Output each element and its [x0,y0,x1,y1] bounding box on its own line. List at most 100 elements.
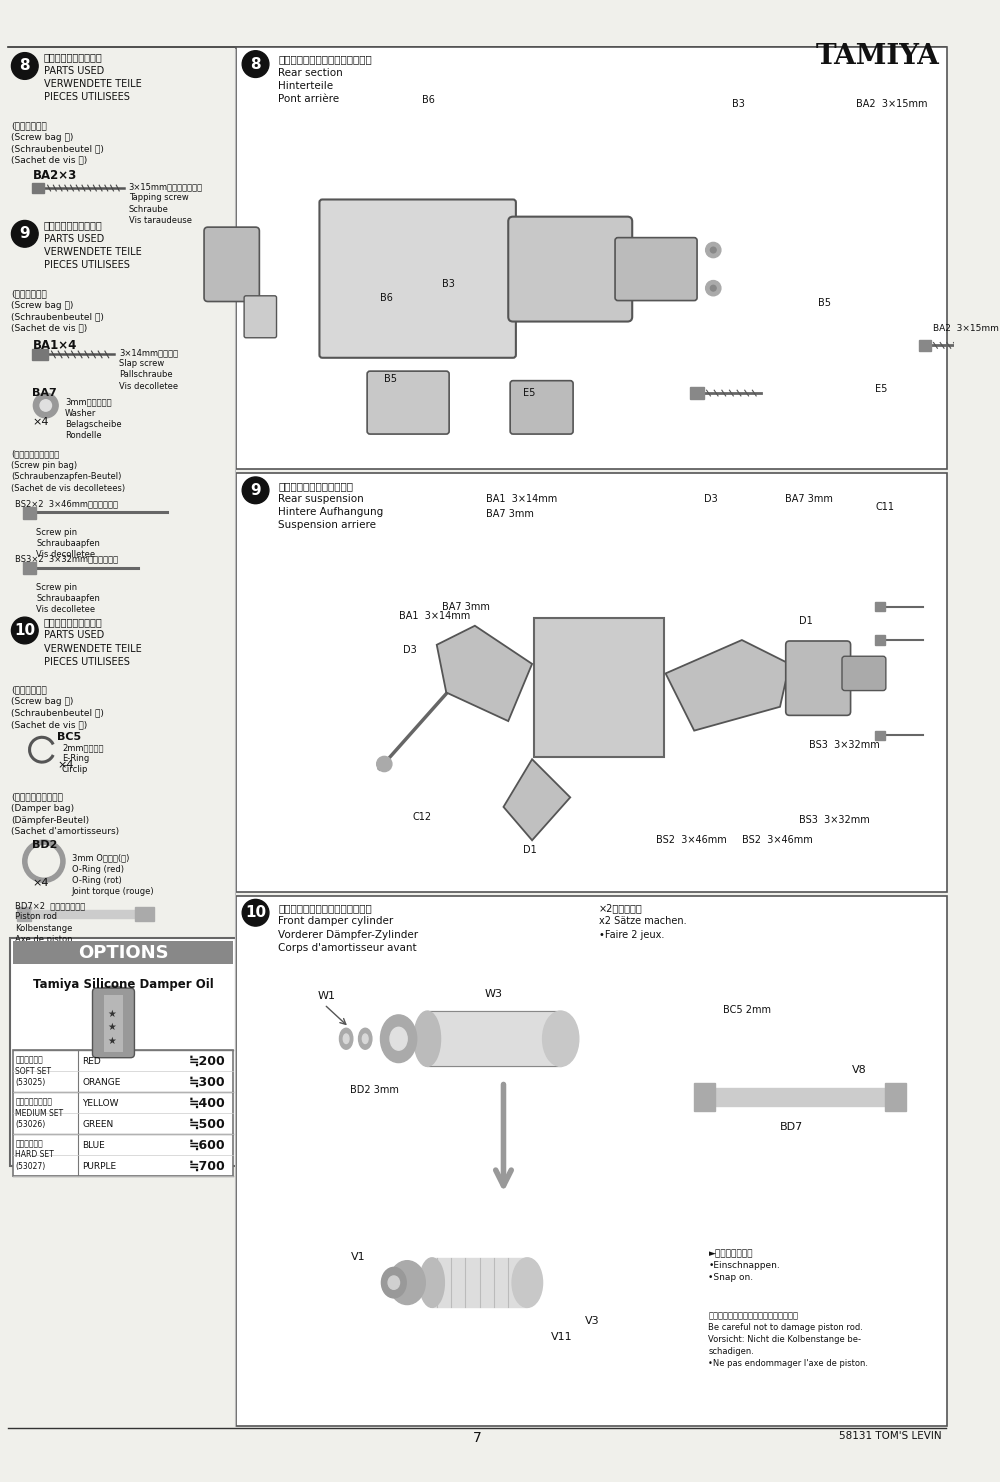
Text: BS3  3×32mm: BS3 3×32mm [809,740,879,750]
FancyBboxPatch shape [615,237,697,301]
Bar [31,910,135,919]
Text: D3: D3 [403,645,417,655]
Text: BA2  3×15mm: BA2 3×15mm [933,325,998,333]
Bar [694,1083,715,1112]
Text: BS2×2  3×46mmスクリュピン: BS2×2 3×46mmスクリュピン [15,499,118,508]
Bar [32,184,44,193]
Ellipse shape [381,1267,406,1298]
Text: OPTIONS: OPTIONS [78,944,168,962]
Text: ≒700: ≒700 [188,1160,225,1172]
Text: D1: D1 [523,845,536,855]
Ellipse shape [420,1258,444,1307]
Text: Screw pin
Schraubaapfen
Vis decolletee: Screw pin Schraubaapfen Vis decolletee [36,528,100,559]
Text: キズをつけないように注感して下さい。
Be careful not to damage piston rod.
Vorsicht: Nicht die Kolb: キズをつけないように注感して下さい。 Be careful not to dam… [708,1312,868,1368]
Text: BS2  3×46mm: BS2 3×46mm [742,834,813,845]
Ellipse shape [390,1027,407,1051]
Ellipse shape [362,1034,368,1043]
Ellipse shape [343,1034,349,1043]
Text: (ヒス袋詭Ａ）
(Screw bag Ⓐ)
(Schraubenbeutel Ⓐ)
(Sachet de vis Ⓐ): (ヒス袋詭Ａ） (Screw bag Ⓐ) (Schraubenbeutel Ⓐ… [11,122,104,165]
Text: ★: ★ [107,1023,116,1031]
Text: ≒500: ≒500 [188,1117,225,1131]
Text: V3: V3 [585,1316,599,1326]
Circle shape [706,243,721,258]
FancyBboxPatch shape [508,216,632,322]
Text: BD7: BD7 [780,1122,803,1132]
Text: B6: B6 [422,95,435,105]
Text: ≒600: ≒600 [188,1140,225,1152]
Circle shape [242,50,269,77]
Text: ≒200: ≒200 [188,1055,225,1069]
Bar [135,907,154,922]
Text: ►はめ込みます。
•Einschnappen.
•Snap on.: ►はめ込みます。 •Einschnappen. •Snap on. [708,1249,780,1282]
FancyBboxPatch shape [367,370,449,434]
Circle shape [706,280,721,296]
Text: (ヒス袋詭Ａ）
(Screw bag Ⓐ)
(Schraubenbeutel Ⓐ)
(Sachet de vis Ⓐ): (ヒス袋詭Ａ） (Screw bag Ⓐ) (Schraubenbeutel Ⓐ… [11,289,104,332]
Text: BA2×3: BA2×3 [32,169,77,182]
Ellipse shape [380,1015,417,1063]
Text: B3: B3 [442,279,454,289]
Bar [23,507,36,519]
Bar [104,994,123,1052]
Text: BD2: BD2 [32,840,58,851]
Text: B6: B6 [380,293,392,302]
Text: 3×15mmタッピングビス
Tapping screw
Schraube
Vis taraudeuse: 3×15mmタッピングビス Tapping screw Schraube Vis… [129,182,203,225]
Circle shape [242,477,269,504]
Text: BS3  3×32mm: BS3 3×32mm [799,815,870,825]
Text: W3: W3 [484,988,502,999]
Text: ハードセット
HARD SET
(53027): ハードセット HARD SET (53027) [15,1140,54,1171]
Text: RED: RED [82,1057,101,1066]
Ellipse shape [388,1276,400,1289]
Text: 8: 8 [19,58,30,74]
Text: 58131 TOM'S LEVIN: 58131 TOM'S LEVIN [839,1432,942,1442]
Bar [875,602,885,612]
Text: BA7 3mm: BA7 3mm [486,510,534,519]
Circle shape [11,53,38,80]
Text: BLUE: BLUE [82,1141,105,1150]
Bar [13,941,233,965]
Text: 9: 9 [250,483,261,498]
Text: 10: 10 [14,622,35,637]
Polygon shape [503,759,570,840]
Text: V8: V8 [852,1066,866,1076]
Text: BA1×4: BA1×4 [32,339,77,351]
Text: 「リヤアームのとりつけ」
Rear suspension
Hintere Aufhangung
Suspension arriere: 「リヤアームのとりつけ」 Rear suspension Hintere Auf… [278,480,384,531]
Text: E5: E5 [523,388,535,399]
FancyBboxPatch shape [842,657,886,691]
Text: ×4: ×4 [57,760,74,771]
Text: ≒300: ≒300 [188,1076,225,1089]
Text: ORANGE: ORANGE [82,1077,120,1086]
Bar [32,350,48,360]
Text: 3mm Oリング(赤)
O-Ring (red)
O-Ring (rot)
Joint torque (rouge): 3mm Oリング(赤) O-Ring (red) O-Ring (rot) Jo… [72,854,154,897]
Text: BD2 3mm: BD2 3mm [350,1085,399,1095]
Text: B3: B3 [732,99,745,110]
Ellipse shape [512,1258,543,1307]
Text: V1: V1 [351,1252,366,1263]
Bar [23,562,36,574]
Bar [236,895,947,1426]
Text: BA7 3mm: BA7 3mm [442,602,489,612]
Text: BC5 2mm: BC5 2mm [723,1005,771,1015]
Ellipse shape [389,1261,425,1304]
Text: ★: ★ [107,1036,116,1045]
Text: (ヒス袋詭Ｃ）
(Screw bag Ⓒ)
(Schraubenbeutel Ⓒ)
(Sachet de vis Ⓒ): (ヒス袋詭Ｃ） (Screw bag Ⓒ) (Schraubenbeutel Ⓒ… [11,686,104,729]
Ellipse shape [98,986,129,999]
Text: 2mmエリング
E-Ring
Circlip: 2mmエリング E-Ring Circlip [62,742,103,774]
FancyBboxPatch shape [534,618,664,757]
Text: BA1  3×14mm: BA1 3×14mm [399,612,470,621]
Text: BA2  3×15mm: BA2 3×15mm [856,99,928,110]
Text: ミディアムセット
MEDIUM SET
(53026): ミディアムセット MEDIUM SET (53026) [15,1097,63,1129]
Bar [236,47,947,470]
Text: 3×14mm段付ビス
Slap screw
Pallschraube
Vis decolletee: 3×14mm段付ビス Slap screw Pallschraube Vis d… [119,348,178,391]
Bar [875,731,885,740]
Polygon shape [666,640,790,731]
Text: C12: C12 [413,812,432,821]
Bar [13,1051,233,1175]
Circle shape [40,400,51,411]
Text: BA7 3mm: BA7 3mm [785,494,833,504]
Bar [885,1083,906,1112]
Text: ×2作ります。
x2 Sätze machen.
•Faire 2 jeux.: ×2作ります。 x2 Sätze machen. •Faire 2 jeux. [599,903,686,940]
Text: ×4: ×4 [32,416,49,427]
FancyBboxPatch shape [92,988,134,1058]
Text: D3: D3 [704,494,717,504]
Polygon shape [437,625,532,722]
